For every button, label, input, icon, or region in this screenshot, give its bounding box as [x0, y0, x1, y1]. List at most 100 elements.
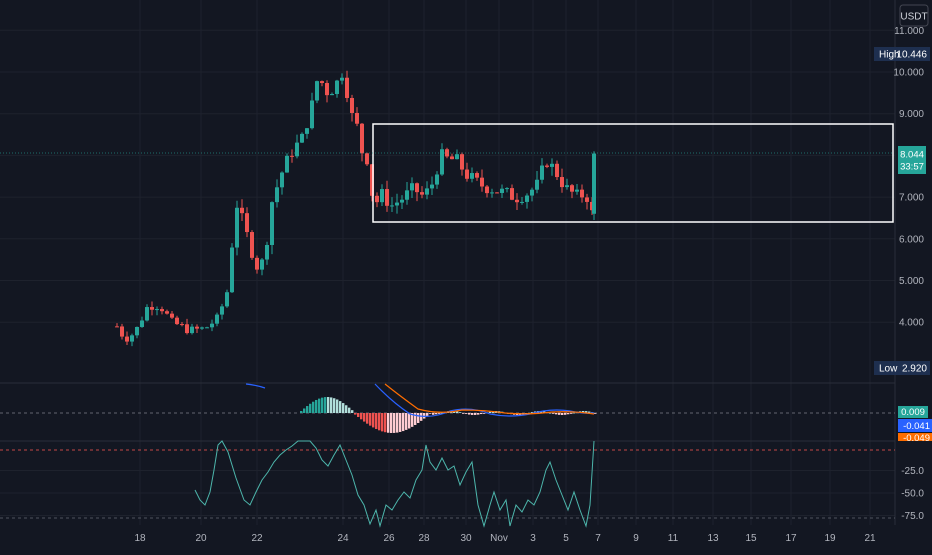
macd-hist-bar	[453, 411, 456, 413]
candle-body	[390, 205, 394, 207]
candle-body	[480, 177, 484, 187]
candle-body	[120, 326, 124, 337]
macd-hist-bar	[336, 399, 339, 413]
macd-line	[245, 383, 266, 389]
macd-hist-bar	[558, 413, 561, 415]
candle-body	[585, 197, 589, 202]
candle-body	[300, 133, 304, 143]
macd-line	[374, 383, 595, 417]
macd-hist-bar	[303, 408, 306, 413]
time-tick-label: 19	[824, 533, 836, 544]
high-badge: High 10.446	[874, 47, 930, 61]
macd-hist-bar	[552, 413, 555, 414]
candle-body	[250, 232, 254, 258]
low-value: 2.920	[902, 364, 927, 375]
candle-body	[175, 317, 179, 325]
macd-hist-bar	[570, 413, 573, 414]
time-tick-label: 7	[595, 533, 601, 544]
macd-hist-bar	[429, 413, 432, 414]
candle-body	[180, 324, 184, 326]
candle-body	[510, 188, 514, 200]
candle-body	[505, 188, 509, 190]
currency-button[interactable]: USDT	[899, 4, 929, 27]
macd-hist-bar	[396, 413, 399, 433]
macd-hist-bar	[549, 412, 552, 414]
candle-body	[125, 336, 129, 342]
macd-hist-bar	[567, 413, 570, 415]
candle-body	[555, 163, 559, 178]
macd-hist-bar	[300, 411, 303, 413]
candle-body	[340, 77, 344, 81]
candle-body	[380, 189, 384, 203]
time-tick-label: 26	[383, 533, 395, 544]
last-price-badge: 8.044 33:57	[898, 146, 926, 174]
macd-hist-bar	[324, 397, 327, 413]
macd-hist-bar	[456, 411, 459, 413]
macd-hist-bar	[465, 413, 468, 414]
macd-hist-bar	[351, 410, 354, 413]
macd-hist-bar	[573, 412, 576, 414]
price-tick-label: 9.000	[899, 109, 924, 120]
low-label: Low	[879, 364, 898, 375]
candle-body	[240, 207, 244, 214]
candle-body	[215, 314, 219, 324]
stoch-tick-label: -75.0	[901, 511, 924, 522]
candles	[115, 70, 596, 347]
macd-hist-bar	[471, 413, 474, 415]
candle-body	[530, 189, 534, 196]
time-tick-label: 3	[530, 533, 536, 544]
time-tick-label: 22	[251, 533, 263, 544]
price-tick-label: 5.000	[899, 276, 924, 287]
candle-body	[280, 172, 284, 188]
price-tick-label: 4.000	[899, 318, 924, 329]
candle-body	[500, 188, 504, 193]
time-tick-label: 18	[134, 533, 146, 544]
time-tick-label: 17	[785, 533, 797, 544]
candle-body	[275, 187, 279, 203]
candle-body	[550, 163, 554, 167]
candle-body	[165, 311, 169, 314]
candle-body	[320, 81, 324, 84]
high-label: High	[879, 50, 900, 61]
candle-body	[515, 199, 519, 203]
macd-hist-bar	[417, 413, 420, 423]
macd-hist-bar	[588, 411, 591, 413]
candle-body	[290, 155, 294, 157]
macd-hist-bar	[459, 412, 462, 414]
macd-hist-bar	[378, 413, 381, 431]
candle-body	[185, 324, 189, 334]
macd-hist-bar	[564, 413, 567, 415]
candle-body	[160, 309, 164, 312]
macd-hist-bar	[543, 411, 546, 413]
time-axis: 18 20 22 24 26 28 30 Nov 3 5 7 9 11 13 15 17 19 21	[134, 533, 876, 544]
candle-body	[592, 153, 596, 214]
candle-body	[520, 201, 524, 203]
macd-hist-bar	[333, 398, 336, 413]
macd-value: -0.041	[903, 421, 930, 432]
macd-signal-value: -0.049	[903, 433, 930, 444]
macd-hist-bar	[474, 413, 477, 415]
candle-body	[115, 326, 119, 328]
macd-hist-bar	[360, 413, 363, 420]
candle-body	[525, 195, 529, 202]
macd-hist-bar	[414, 413, 417, 426]
time-tick-label: 13	[707, 533, 719, 544]
candle-body	[435, 174, 439, 185]
stoch-scale: -25.0 -50.0 -75.0	[901, 466, 924, 522]
price-tick-label: 11.000	[894, 26, 924, 37]
candle-body	[425, 188, 429, 195]
macd-hist-bar	[585, 411, 588, 413]
macd-hist-bar	[345, 405, 348, 413]
macd-hist-bar	[381, 413, 384, 432]
macd-hist-bar	[315, 399, 318, 413]
candle-body	[345, 77, 349, 98]
macd-hist-bar	[372, 413, 375, 428]
range-box[interactable]	[372, 123, 894, 223]
time-tick-label: 9	[633, 533, 639, 544]
candle-body	[220, 306, 224, 315]
candle-body	[560, 177, 564, 188]
stoch-tick-label: -50.0	[901, 489, 924, 500]
candle-body	[360, 123, 364, 154]
candle-body	[285, 155, 289, 173]
candle-body	[150, 307, 154, 310]
